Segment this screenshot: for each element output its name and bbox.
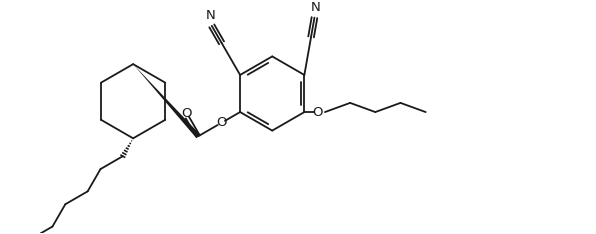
Text: O: O: [312, 106, 322, 119]
Text: O: O: [181, 107, 191, 120]
Text: N: N: [311, 1, 321, 14]
Text: N: N: [206, 9, 216, 22]
Polygon shape: [133, 64, 200, 138]
Text: O: O: [216, 116, 226, 129]
